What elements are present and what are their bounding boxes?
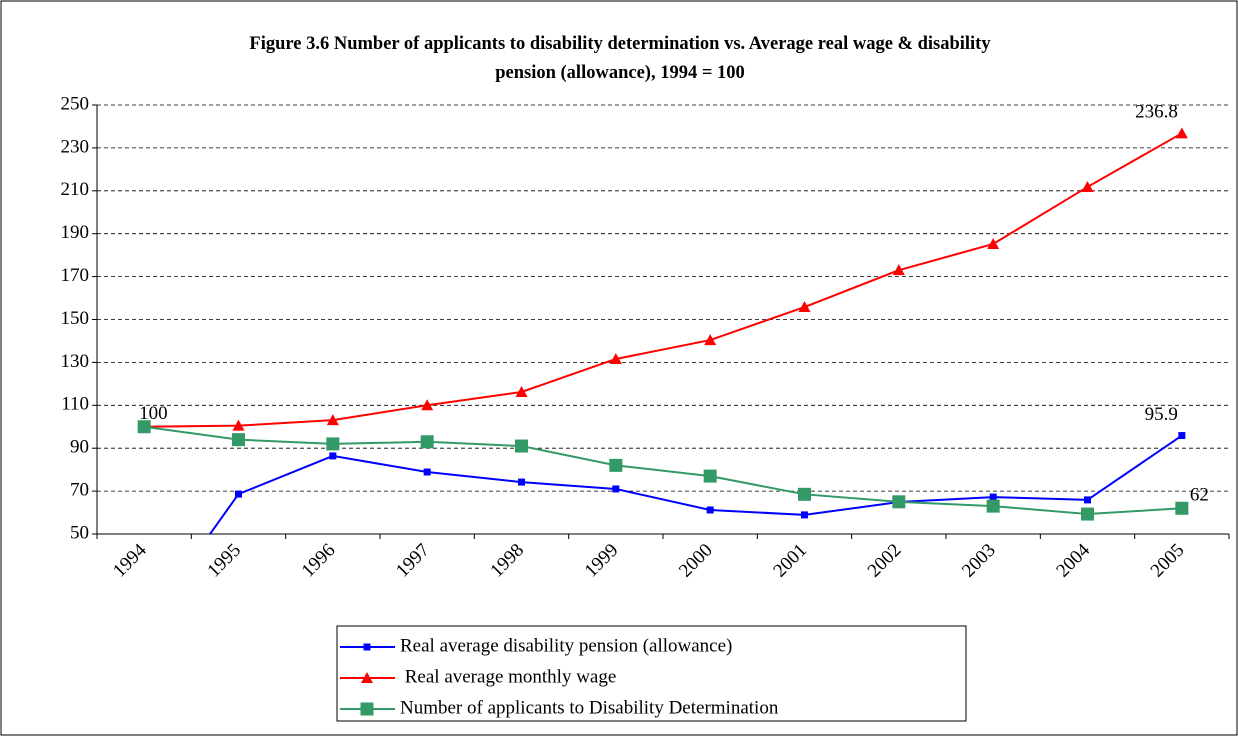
point (612, 485, 620, 493)
point (609, 352, 622, 364)
y-tick-label: 110 (61, 394, 89, 415)
legend-label: Real average monthly wage (400, 666, 616, 687)
y-tick-label: 170 (61, 265, 90, 286)
point (892, 264, 905, 276)
point (232, 419, 245, 431)
point (423, 468, 431, 476)
point (420, 435, 434, 449)
point (1081, 180, 1094, 192)
point (704, 334, 717, 346)
point (360, 702, 374, 716)
point (329, 452, 337, 460)
point (892, 495, 906, 509)
point (801, 511, 808, 519)
point (232, 433, 245, 447)
y-tick-label: 70 (70, 479, 89, 500)
point (1178, 432, 1186, 440)
point (137, 420, 151, 434)
plot-area (137, 127, 1189, 534)
y-tick-label: 90 (70, 437, 89, 458)
point (1175, 127, 1188, 139)
point (235, 490, 242, 498)
point (609, 458, 623, 472)
data-label: 62 (1190, 485, 1209, 506)
point (326, 414, 339, 426)
point (515, 386, 528, 398)
point (361, 672, 373, 683)
y-tick-label: 190 (61, 222, 90, 243)
chart-title: Figure 3.6 Number of applicants to disab… (249, 34, 991, 83)
point (989, 493, 997, 501)
point (706, 506, 714, 514)
y-tick-label: 230 (61, 136, 90, 157)
data-label: 236.8 (1135, 102, 1178, 123)
legend-label: Number of applicants to Disability Deter… (400, 697, 779, 718)
data-label: 95.9 (1145, 404, 1178, 425)
point (798, 301, 811, 313)
legend-label: Real average disability pension (allowan… (400, 635, 732, 656)
point (515, 439, 528, 453)
y-tick-label: 50 (70, 522, 89, 543)
data-label: 100 (139, 403, 168, 424)
point (1084, 496, 1091, 504)
point (363, 643, 371, 651)
point (1175, 501, 1189, 515)
y-tick-label: 210 (61, 179, 90, 200)
point (326, 437, 340, 451)
y-tick-label: 250 (61, 93, 90, 114)
legend-box (336, 625, 967, 722)
series-line (208, 434, 1183, 534)
y-tick-label: 150 (61, 308, 90, 329)
point (703, 469, 717, 483)
point (987, 237, 1000, 249)
y-tick-label: 130 (61, 351, 90, 372)
point (798, 487, 811, 501)
point (421, 399, 434, 411)
point (986, 499, 1000, 513)
series-line (144, 132, 1183, 428)
point (1081, 507, 1094, 521)
series-line (144, 425, 1182, 516)
point (518, 478, 525, 486)
